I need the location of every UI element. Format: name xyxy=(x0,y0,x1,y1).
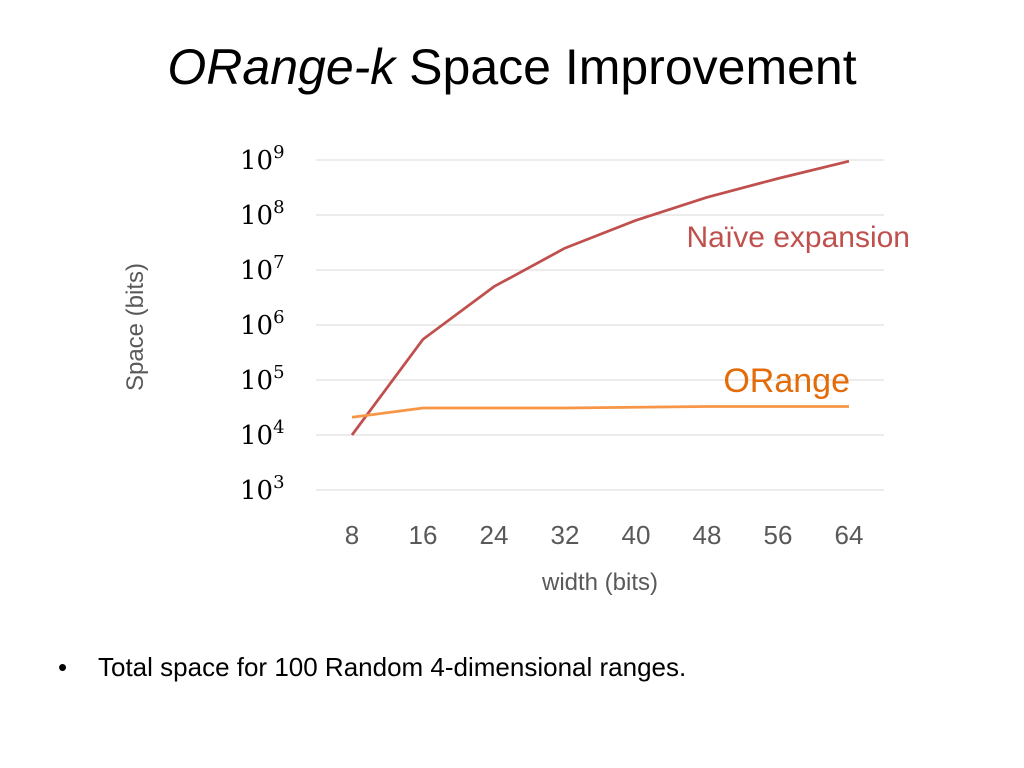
series-label-orange: ORange xyxy=(723,362,850,400)
x-axis-label: width (bits) xyxy=(541,569,658,596)
series-lines xyxy=(350,159,850,436)
y-tick-label: 104 xyxy=(240,417,285,451)
y-tick-label: 103 xyxy=(240,472,285,506)
y-tick-labels: 109 108 107 106 105 104 103 xyxy=(240,142,285,506)
y-tick-exponent: 5 xyxy=(273,362,284,383)
y-tick-exponent: 3 xyxy=(273,472,284,493)
y-tick-exponent: 8 xyxy=(273,197,284,218)
y-axis-label: Space (bits) xyxy=(122,263,149,391)
slide-title: ORange-k Space Improvement xyxy=(0,38,1024,96)
bullet-item: • Total space for 100 Random 4-dimensiona… xyxy=(58,652,686,683)
x-tick-labels: 8 16 24 32 40 48 56 64 xyxy=(345,520,864,550)
bullet-dot: • xyxy=(58,652,68,682)
x-tick-label: 56 xyxy=(764,520,793,550)
x-tick-label: 40 xyxy=(622,520,651,550)
y-tick-label: 105 xyxy=(240,362,285,396)
x-tick-label: 16 xyxy=(409,520,438,550)
y-tick-label: 107 xyxy=(240,252,285,286)
y-tick-exponent: 7 xyxy=(273,252,284,273)
gridlines xyxy=(316,159,884,491)
y-tick-label: 106 xyxy=(240,307,285,341)
x-tick-label: 8 xyxy=(345,520,359,550)
title-italic: ORange-k xyxy=(167,39,396,95)
y-tick-label: 108 xyxy=(240,197,285,231)
x-tick-label: 48 xyxy=(693,520,722,550)
y-tick-exponent: 6 xyxy=(273,307,284,328)
bullet-text: Total space for 100 Random 4-dimensional… xyxy=(98,652,687,682)
y-tick-label: 109 xyxy=(240,142,285,176)
x-tick-label: 64 xyxy=(835,520,864,550)
series-line-0 xyxy=(350,159,850,436)
x-tick-label: 32 xyxy=(551,520,580,550)
x-tick-label: 24 xyxy=(480,520,509,550)
y-tick-exponent: 4 xyxy=(273,417,284,438)
series-line-1 xyxy=(351,405,849,419)
series-label-naive-expansion: Naïve expansion xyxy=(687,221,910,254)
title-rest: Space Improvement xyxy=(395,39,857,95)
y-tick-exponent: 9 xyxy=(273,142,284,163)
